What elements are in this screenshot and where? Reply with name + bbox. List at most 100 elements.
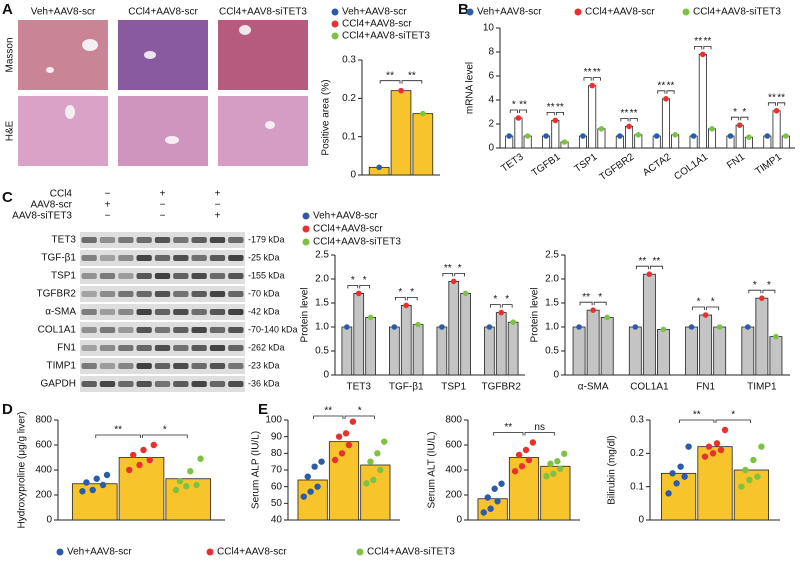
y-tick-label: 0.5 <box>545 346 559 357</box>
blot-band <box>154 345 171 351</box>
significance-bracket <box>519 109 528 113</box>
data-point <box>717 446 725 454</box>
significance-bracket <box>359 285 371 289</box>
blot-band <box>173 345 189 351</box>
significance-bracket <box>501 304 513 308</box>
mean-dot <box>367 314 374 321</box>
x-tick-label: α-SMA <box>578 382 609 393</box>
data-point <box>738 483 745 490</box>
legend-label: CCl4+AAV8-siTET3 <box>313 237 401 248</box>
legend-label: CCl4+AAV8-scr <box>217 547 287 558</box>
blot-band <box>99 237 116 243</box>
blot-band <box>81 309 97 315</box>
significance-label: ** <box>621 108 629 119</box>
significance-bracket <box>442 273 454 277</box>
data-point <box>79 488 86 495</box>
mean-dot <box>439 324 445 330</box>
significance-label: ** <box>408 70 416 81</box>
masson-sitet3 <box>218 20 308 90</box>
x-tick-label: FN1 <box>696 382 715 393</box>
blot-band <box>81 345 97 351</box>
blot-band <box>81 255 97 261</box>
blot-band <box>154 255 171 261</box>
data-point <box>187 468 194 475</box>
mean-dot <box>746 134 752 140</box>
data-point <box>83 479 90 486</box>
blot-band <box>154 327 171 333</box>
treatment-sign: − <box>215 200 221 211</box>
blot-band <box>228 381 244 387</box>
data-point <box>314 483 321 490</box>
column-header: Veh+AAV8-scr <box>31 7 96 18</box>
blot-band <box>118 237 134 243</box>
blot-band <box>81 381 97 387</box>
y-tick-label: 2.5 <box>545 250 559 261</box>
protein-name: α-SMA <box>45 307 76 318</box>
data-point <box>335 433 343 440</box>
bar <box>597 128 606 149</box>
significance-bracket <box>715 419 751 423</box>
significance-bracket <box>524 432 555 436</box>
data-point <box>89 486 96 494</box>
data-point <box>522 446 530 454</box>
y-tick-label: 2.0 <box>545 274 559 285</box>
data-point <box>554 458 561 465</box>
blot-band <box>209 309 226 315</box>
blot-band <box>99 273 116 279</box>
blot-band <box>136 381 152 387</box>
y-tick-label: 50 <box>271 498 283 509</box>
bar <box>713 326 727 376</box>
x-tick-label: FN1 <box>725 151 747 171</box>
mean-dot <box>344 324 350 330</box>
significance-label: ** <box>593 67 601 78</box>
bar <box>586 309 600 376</box>
data-point <box>342 430 350 437</box>
mean-dot <box>773 333 779 340</box>
significance-bracket <box>344 415 375 419</box>
significance-bracket <box>546 112 555 116</box>
protein-name: TIMP1 <box>47 361 77 372</box>
mean-dot <box>515 115 522 121</box>
blot-band <box>209 291 226 297</box>
significance-bracket <box>740 116 749 121</box>
masson-veh <box>18 20 108 90</box>
data-point <box>480 509 487 516</box>
blot-band <box>209 363 226 369</box>
bar <box>389 326 400 376</box>
y-tick-label: 0.1 <box>630 481 644 492</box>
significance-bracket <box>635 265 649 270</box>
treatment-label: AAV8-siTET3 <box>12 211 72 222</box>
protein-size: -36 kDa <box>248 378 280 388</box>
treatment-sign: + <box>105 200 111 211</box>
y-tick-label: 8 <box>488 47 494 58</box>
blot-band <box>191 291 207 297</box>
y-axis-label: mRNA level <box>465 62 476 114</box>
x-tick-label: TET3 <box>347 382 372 393</box>
bar <box>365 316 376 376</box>
vessel <box>144 51 156 59</box>
bar <box>507 321 519 376</box>
mean-dot <box>462 290 469 297</box>
significance-label: ** <box>630 108 638 119</box>
data-point <box>746 476 753 484</box>
mean-dot <box>745 324 751 330</box>
y-tick-label: 600 <box>445 440 462 451</box>
blot-band <box>81 237 97 243</box>
bar <box>412 324 424 376</box>
bar <box>400 304 412 376</box>
data-point <box>705 443 713 450</box>
mean-dot <box>403 302 410 309</box>
protein-size: -70 kDa <box>248 288 280 298</box>
y-tick-label: 0.3 <box>342 55 356 66</box>
histology-images <box>18 20 308 166</box>
protein-size: -179 kDa <box>248 234 285 244</box>
legend-label: CCl4+AAV8-siTET3 <box>693 7 781 18</box>
significance-label: * <box>398 287 402 298</box>
data-point <box>525 456 533 464</box>
mean-dot <box>420 110 426 117</box>
blot-band <box>209 237 226 243</box>
blot-band <box>191 363 207 369</box>
bar <box>699 314 713 376</box>
y-tick-label: 1.0 <box>315 322 329 333</box>
treatment-sign: − <box>160 200 166 211</box>
